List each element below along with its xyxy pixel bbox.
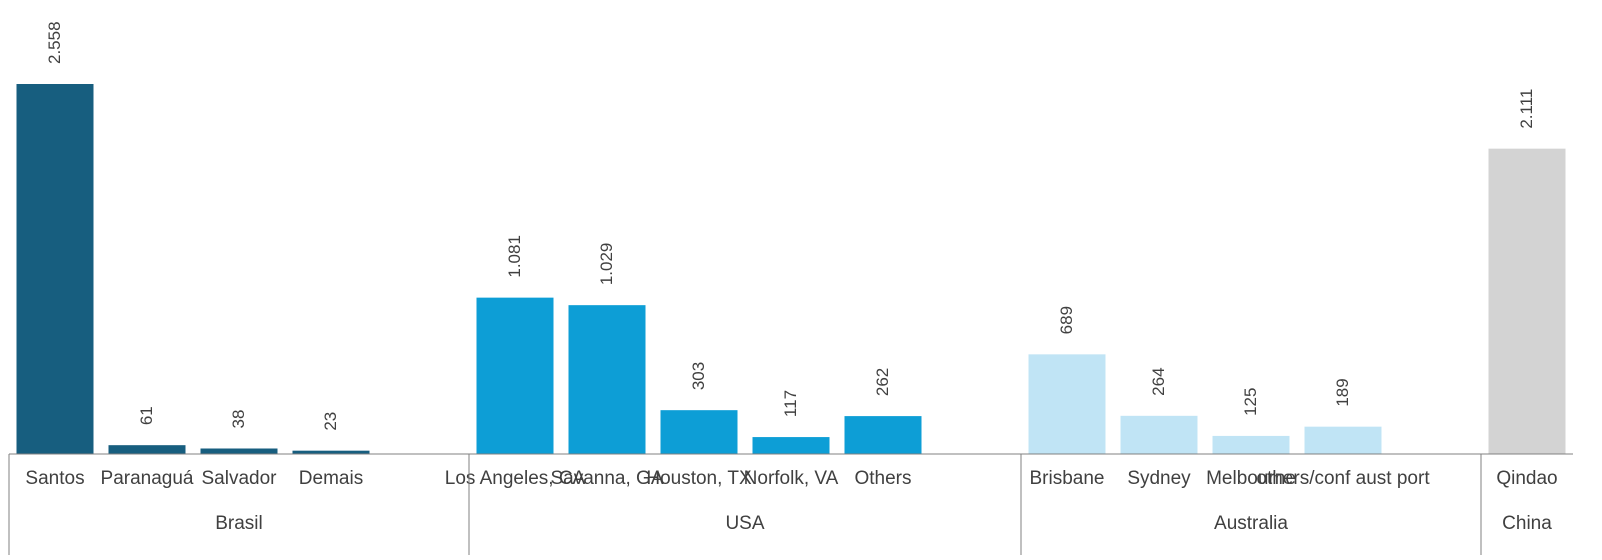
bar-houston-tx [660,410,738,454]
category-label: Sydney [1127,468,1191,489]
bar-brisbane [1028,354,1106,454]
group-label: USA [725,513,764,534]
category-label: Salvador [202,468,278,489]
data-label: 61 [137,406,156,425]
data-label: 38 [229,410,248,429]
group-label: China [1502,513,1552,534]
data-label: 689 [1057,306,1076,334]
group-label: Brasil [215,513,263,534]
bar-savanna-ga [568,305,646,454]
category-label: Norfolk, VA [744,468,839,489]
bar-demais [292,450,370,454]
data-label: 117 [781,390,800,417]
category-label: Paranaguá [101,468,194,489]
data-label: 2.111 [1517,89,1536,129]
data-label: 2.558 [45,21,64,64]
category-label: others/conf aust port [1256,468,1430,489]
category-label: Savanna, GA [550,468,663,489]
data-label: 264 [1149,367,1168,395]
category-label: Brisbane [1030,468,1105,489]
category-label: Demais [299,468,363,489]
category-label: Houston, TX [646,468,752,489]
category-label: Qindao [1496,468,1557,489]
bar-melbourne [1212,435,1290,454]
data-label: 189 [1333,378,1352,406]
data-label: 303 [689,362,708,390]
data-label: 23 [321,412,340,431]
group-label: Australia [1214,513,1288,534]
category-label: Melbourne [1206,468,1296,489]
bar-los-angeles-ca [476,297,554,454]
category-label: Santos [25,468,84,489]
category-label: Others [854,468,911,489]
bar-others [844,416,922,454]
category-label: Los Angeles, CA [445,468,586,489]
data-label: 1.081 [505,235,524,278]
bar-others-conf-aust-port [1304,426,1382,454]
bar-qindao [1488,148,1566,454]
bar-salvador [200,448,278,454]
data-label: 125 [1241,388,1260,416]
data-label: 1.029 [597,243,616,286]
bar-santos [16,84,94,454]
bar-paranagu- [108,445,186,454]
bar-norfolk-va [752,437,830,454]
data-label: 262 [873,368,892,396]
bar-sydney [1120,415,1198,454]
